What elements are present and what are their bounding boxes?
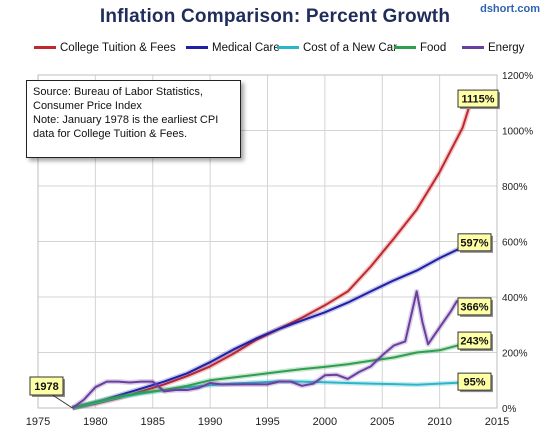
y-tick-label: 600% [502,238,528,249]
y-tick-label: 1000% [502,127,533,138]
source-note-box: Source: Bureau of Labor Statistics, Cons… [26,80,241,158]
legend-swatch [34,46,56,50]
series-line-shadow [71,338,473,411]
series-line [72,339,473,409]
legend-swatch [462,46,484,50]
legend-item-college-tuition: College Tuition & Fees [34,42,176,60]
legend-item-energy: Energy [462,42,524,60]
x-tick-label: 2010 [427,416,451,428]
source-line: Consumer Price Index [33,100,142,112]
end-value-label: 95% [463,377,485,389]
x-tick-label: 2015 [485,416,509,428]
legend-label: Food [420,42,447,54]
y-tick-label: 200% [502,349,528,360]
legend-item-food: Food [394,42,446,60]
legend-swatch [277,46,299,50]
y-tick-label: 0% [502,404,517,415]
x-tick-label: 2000 [313,416,337,428]
x-tick-label: 2005 [370,416,394,428]
end-value-label: 366% [460,301,488,313]
chart-title: Inflation Comparison: Percent Growth [99,6,451,27]
start-year-label: 1978 [34,381,58,393]
brand-watermark: dshort.com [480,3,540,15]
legend-swatch [394,46,416,50]
chart-legend: College Tuition & Fees Medical Care Cost… [34,42,540,60]
callout-box [457,331,492,350]
legend-item-medical-care: Medical Care [186,42,280,60]
legend-swatch [186,46,208,50]
x-tick-label: 1975 [26,416,50,428]
note-line: Note: January 1978 is the earliest CPI [33,114,219,126]
y-tick-label: 800% [502,182,528,193]
series-line [72,241,473,409]
series-line [71,290,473,409]
callout-box [457,297,492,316]
callout-box [457,89,499,108]
start-callout-box [29,376,64,396]
y-tick-label: 400% [502,293,528,304]
end-value-label: 597% [460,237,488,249]
x-tick-label: 1985 [141,416,165,428]
end-value-label: 243% [460,336,488,348]
legend-label: Cost of a New Car [303,42,397,54]
x-tick-label: 1995 [255,416,279,428]
x-tick-label: 1980 [83,416,107,428]
source-line: Source: Bureau of Labor Statistics, [33,86,203,98]
callout-box [457,372,492,391]
plot-border [37,74,498,409]
legend-item-cost-new-car: Cost of a New Car [277,42,397,60]
note-line: data for College Tuition & Fees. [33,128,188,140]
y-tick-label: 1200% [502,71,533,82]
start-callout-pointer [52,394,73,409]
legend-label: College Tuition & Fees [60,42,176,54]
legend-label: Medical Care [212,42,280,54]
callout-box [457,233,492,252]
legend-label: Energy [488,42,525,54]
x-tick-label: 1990 [198,416,222,428]
end-value-label: 1115% [461,94,494,106]
